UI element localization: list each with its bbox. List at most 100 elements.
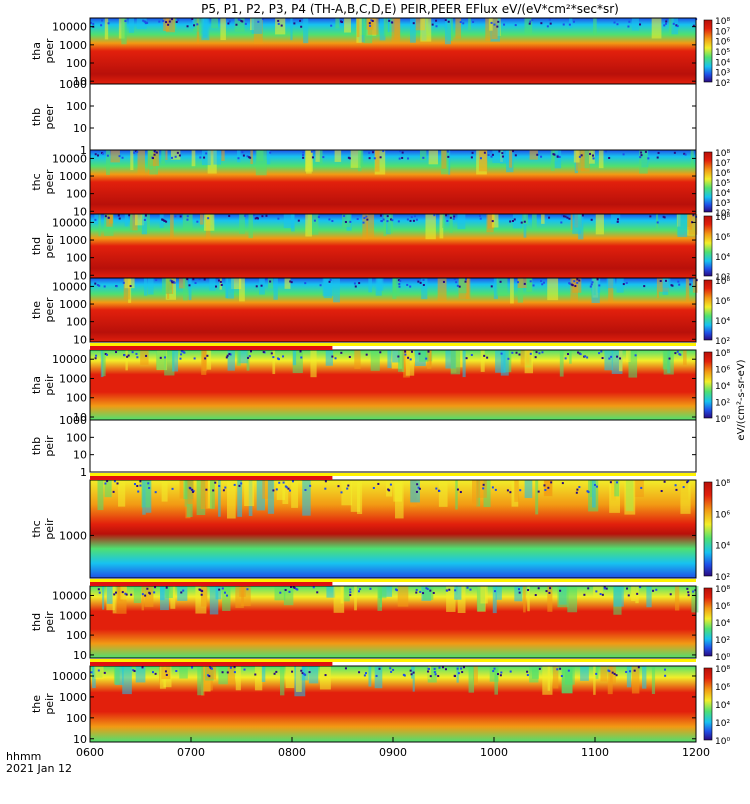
spectrogram-noise-speck [221,587,224,590]
spectrogram-texture-strip [178,278,186,289]
spectrogram-noise-speck [344,220,347,223]
spectrogram-noise-speck [566,216,569,219]
spectrogram-noise-speck [254,673,257,676]
spectrogram-noise-speck [193,24,196,27]
colorbar-tick-label: 10⁶ [715,683,730,693]
spectrogram-noise-speck [518,591,521,594]
spectrogram-noise-speck [277,358,280,361]
spectrogram-texture-strip [374,150,380,172]
colorbar-units-label: eV/(cm²-s-sr-eV) [736,359,747,440]
spectrogram-texture-strip [268,278,274,289]
spectrogram-noise-speck [246,155,249,158]
y-tick-label: 100 [66,431,87,444]
spectrogram-noise-speck [291,670,294,673]
spectrogram-noise-speck [269,280,272,283]
spectrogram-texture-strip [483,480,491,508]
spectrogram-noise-speck [191,666,194,669]
spectrogram-noise-speck [199,588,202,591]
spectrogram-noise-speck [511,150,514,153]
spectrogram-noise-speck [180,591,183,594]
spectrogram-texture-strip [618,350,623,372]
panel-label-peer: peer [43,297,56,323]
spectrogram-noise-speck [514,154,517,157]
spectrogram-noise-speck [548,18,551,21]
spectrogram-noise-speck [310,150,313,153]
spectrogram-noise-speck [329,278,332,281]
spectrogram-texture-strip [374,666,383,689]
spectrogram-texture-strip [112,586,117,614]
spectrogram-noise-speck [94,153,97,156]
colorbar-tick-label: 10⁷ [715,159,730,169]
spectrogram-noise-speck [636,592,639,595]
colorbar-tick-label: 10⁸ [715,479,730,489]
spectrogram-texture-strip [462,350,466,378]
spectrogram-noise-speck [179,215,182,218]
colorbar-tick-label: 10⁰ [715,415,730,425]
spectrogram-texture-strip [514,586,523,602]
spectrogram-noise-speck [359,588,362,591]
spectrogram-noise-speck [331,220,334,223]
spectrogram-noise-speck [558,155,561,158]
spectrogram-noise-speck [155,151,158,154]
spectrogram-noise-speck [143,218,146,221]
spectrogram-noise-speck [397,220,400,223]
spectrogram-texture-strip [529,150,538,160]
spectrogram-noise-speck [171,18,174,21]
spectrogram-noise-speck [639,586,642,589]
spectrogram-texture-strip [492,586,497,614]
spectrogram-noise-speck [501,155,504,158]
spectrogram-noise-speck [426,587,429,590]
spectrogram-texture-strip [275,18,286,35]
spectrogram-texture-strip [375,278,382,296]
spectrogram-noise-speck [534,356,537,359]
colorbar-tick-label: 10³ [715,199,730,209]
spectrogram-texture-strip [113,666,120,685]
spectrogram-noise-speck [208,675,211,678]
panel-thd-peer: 10 100 1000 10000 thd peer 10⁸ 10⁶ 10⁴ 10² [30,213,730,283]
spectrogram-texture-strip [143,278,148,296]
panel-thb-peer: 1 10 100 1000 thb peer [30,78,697,157]
spectrogram-texture-strip [495,586,502,600]
spectrogram-noise-speck [199,156,202,159]
spectrogram-noise-speck [479,157,482,160]
spectrogram-texture-strip [206,480,212,509]
spectrogram-noise-speck [233,666,236,669]
spectrogram-texture-strip [98,214,101,237]
spectrogram-noise-speck [589,285,592,288]
spectrogram-noise-speck [106,353,109,356]
spectrogram-texture-strip [165,18,175,33]
spectrogram-texture-strip [426,350,432,369]
spectrogram-noise-speck [523,282,526,285]
spectrogram-noise-speck [442,280,445,283]
colorbar-tick-label: 10⁸ [715,277,730,287]
spectrogram-noise-speck [284,589,287,592]
spectrogram-noise-speck [446,219,449,222]
spectrogram-noise-speck [103,671,106,674]
spectrogram-noise-speck [409,669,412,672]
spectrogram-texture-strip [442,214,446,228]
spectrogram-noise-speck [372,486,375,489]
spectrogram-texture-strip [438,480,448,507]
spectrogram-texture-strip [218,480,221,517]
panel-label-the: the [30,695,43,713]
spectrogram-texture-strip [92,666,96,689]
spectrogram-noise-speck [647,157,650,160]
spectrogram-noise-speck [546,25,549,28]
spectrogram-texture-strip [290,18,293,41]
spectrogram-noise-speck [399,150,402,153]
spectrogram-noise-speck [377,482,380,485]
spectrogram-noise-speck [427,667,430,670]
spectrogram-noise-speck [559,667,562,670]
spectrogram-noise-speck [628,20,631,23]
y-tick-label: 10 [73,269,87,282]
spectrogram-noise-speck [94,282,97,285]
spectrogram-texture-strip [662,278,671,288]
spectrogram-texture-strip [410,480,420,503]
spectrogram-noise-speck [389,667,392,670]
spectrogram-texture-strip [613,586,624,607]
spectrogram-texture-strip [457,214,466,230]
spectrogram-texture-strip [362,214,368,240]
spectrogram-noise-speck [613,672,616,675]
spectrogram-texture-strip [604,350,613,371]
spectrogram-noise-speck [447,20,450,23]
